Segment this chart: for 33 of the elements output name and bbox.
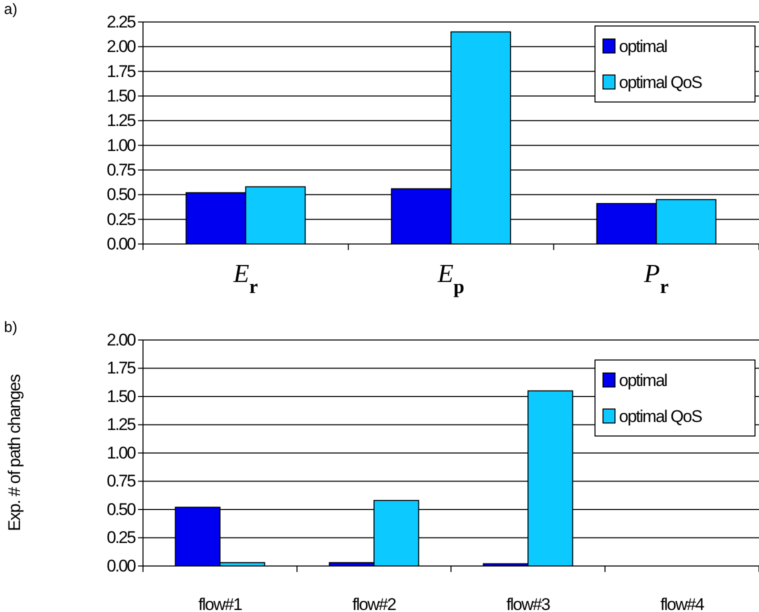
x-tick-label: flow#1: [198, 595, 242, 612]
legend-label: optimal QoS: [619, 407, 702, 426]
x-tick-label: E$_{r}$: [232, 259, 258, 298]
y-tick-label: 0.25: [106, 210, 136, 229]
y-tick-label: 0.75: [106, 472, 136, 491]
x-tick-label: E$_{p}$: [436, 259, 465, 298]
y-tick-label: 1.00: [106, 136, 136, 155]
y-tick-label: 0.50: [106, 185, 136, 204]
x-tick-label: flow#4: [660, 595, 704, 612]
y-tick-label: 1.50: [106, 86, 136, 106]
y-tick-label: 1.25: [106, 111, 136, 130]
y-tick-label: 1.25: [106, 415, 136, 434]
y-tick-label: 1.50: [106, 386, 136, 406]
y-tick-label: 1.00: [106, 443, 136, 462]
y-tick-label: 2.00: [106, 37, 136, 56]
legend-label: optimal: [619, 37, 668, 56]
y-tick-label: 0.00: [106, 556, 136, 576]
y-axis-title: Exp. # of path changes: [5, 374, 24, 532]
y-tick-label: 0.00: [106, 234, 136, 254]
x-tick-label: P$_{r}$: [643, 259, 669, 298]
y-tick-label: 0.50: [106, 500, 136, 519]
y-tick-label: 1.75: [106, 62, 136, 81]
legend-label: optimal: [619, 371, 668, 390]
y-tick-label: 2.00: [106, 330, 136, 350]
y-tick-label: 0.25: [106, 528, 136, 548]
y-tick-label: 1.75: [106, 358, 136, 378]
legend-label: optimal QoS: [619, 73, 702, 92]
x-tick-label: flow#3: [506, 595, 550, 612]
text: b): [4, 319, 18, 336]
text: a): [4, 1, 18, 18]
y-tick-label: 2.25: [106, 12, 136, 32]
x-tick-label: flow#2: [352, 595, 396, 612]
y-tick-label: 0.75: [106, 160, 136, 180]
